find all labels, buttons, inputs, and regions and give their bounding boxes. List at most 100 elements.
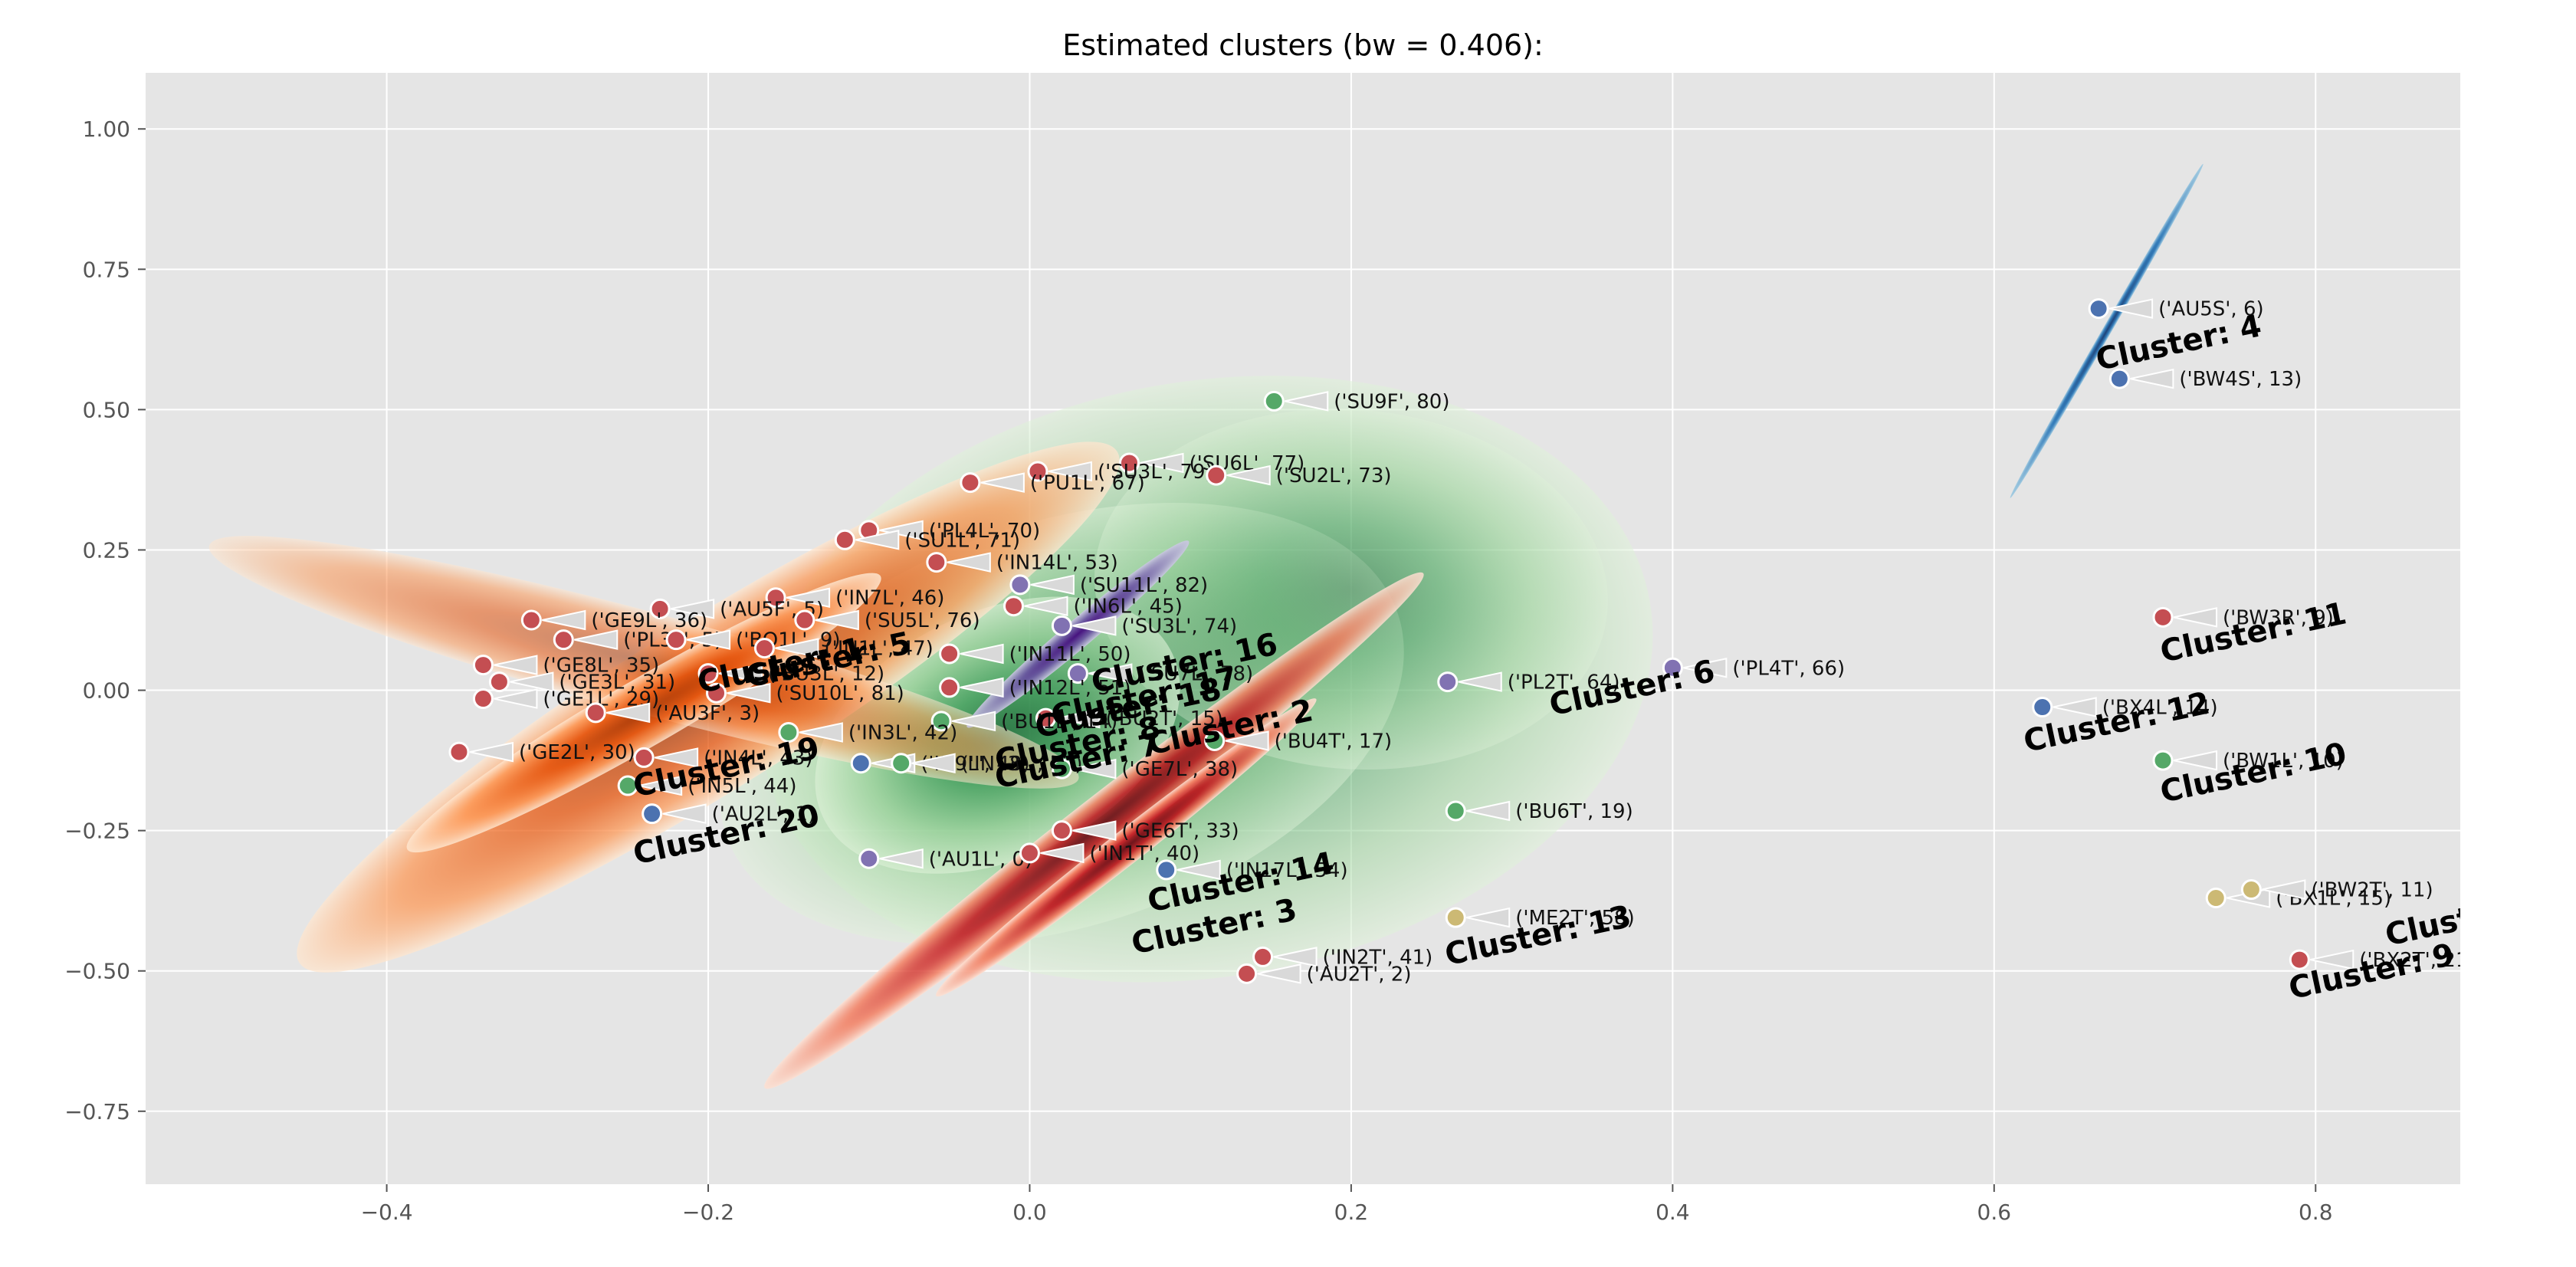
scatter-point xyxy=(2108,368,2130,389)
label-pointer xyxy=(1048,461,1092,482)
point-label: ('BW1L', 10) xyxy=(2223,750,2344,773)
point-label: ('SU3L', 79) xyxy=(1098,461,1213,484)
scatter-point xyxy=(617,775,638,796)
scatter-point xyxy=(1003,596,1024,617)
point-label: ('PL4L', 70) xyxy=(929,520,1040,543)
y-tick-label: −0.25 xyxy=(64,819,130,844)
label-pointer xyxy=(1088,663,1133,684)
label-pointer xyxy=(960,643,1004,665)
label-pointer xyxy=(1226,464,1271,486)
label-pointer xyxy=(2310,949,2354,970)
scatter-point xyxy=(1067,663,1088,684)
point-label: ('GE7L', 38) xyxy=(1121,758,1238,781)
scatter-point xyxy=(488,671,510,693)
chart-title: Estimated clusters (bw = 0.406): xyxy=(1062,28,1544,62)
label-pointer xyxy=(799,722,843,743)
scatter-point xyxy=(2152,750,2174,771)
scatter-point xyxy=(2205,888,2227,909)
y-tick-label: 0.75 xyxy=(83,257,130,282)
scatter-point xyxy=(2032,697,2053,718)
label-pointer xyxy=(980,472,1025,493)
point-label: ('BU3L', 12) xyxy=(768,663,884,686)
label-pointer xyxy=(1072,758,1117,780)
x-tick-label: 0.6 xyxy=(1977,1200,2012,1225)
point-label: ('GE9L', 36) xyxy=(591,609,707,632)
label-pointer xyxy=(775,638,819,658)
scatter-point xyxy=(472,655,494,676)
scatter-point xyxy=(1027,461,1048,482)
label-pointer xyxy=(1683,658,1728,678)
scatter-point xyxy=(553,629,574,651)
label-pointer xyxy=(879,520,924,541)
point-label: ('IN2T', 41) xyxy=(1323,946,1433,969)
label-pointer xyxy=(951,711,996,732)
label-pointer xyxy=(2130,368,2174,389)
point-label: ('IN17L', 54) xyxy=(1226,859,1348,882)
point-label: ('IN1T', 40) xyxy=(1089,842,1199,865)
axes: −0.4 −0.2 0.0 0.2 0.4 0.6 0.8 1.00 0.75 0.50 0.25 0… xyxy=(64,117,2332,1225)
scatter-point xyxy=(585,702,606,724)
label-pointer xyxy=(494,688,538,709)
label-pointer xyxy=(2108,298,2154,319)
point-label: ('AU3F', 3) xyxy=(655,702,760,725)
point-label: ('SU11L', 82) xyxy=(1080,574,1208,597)
y-tick-label: −0.50 xyxy=(64,959,130,984)
scatter-point xyxy=(930,711,952,732)
point-label: ('PL4T', 66) xyxy=(1732,657,1845,680)
scatter-point xyxy=(1204,730,1226,751)
label-pointer xyxy=(1072,820,1117,841)
scatter-point xyxy=(1051,758,1072,780)
scatter-point xyxy=(1445,800,1466,822)
scatter-point xyxy=(1236,963,1258,984)
point-label: ('IN4L', 43) xyxy=(704,747,812,770)
scatter-point xyxy=(850,753,871,774)
label-pointer xyxy=(2262,879,2306,900)
x-tick-label: 0.4 xyxy=(1656,1200,1690,1225)
scatter-point xyxy=(926,552,947,573)
scatter-point xyxy=(1051,820,1072,842)
label-pointer xyxy=(2053,697,2097,717)
point-label: ('AU5S', 6) xyxy=(2158,298,2264,321)
scatter-point xyxy=(939,643,960,665)
scatter-point xyxy=(1035,707,1056,729)
label-pointer xyxy=(1072,615,1117,636)
scatter-point xyxy=(448,741,470,763)
scatter-point xyxy=(1019,842,1040,864)
data-points: ('SU9F', 80)('SU6L', 77)('SU3L', 79) ('SU… xyxy=(448,298,2476,986)
point-label: ('BU6T', 19) xyxy=(1515,800,1633,823)
point-label: ('AU1L', 0) xyxy=(929,848,1033,871)
purple-density xyxy=(966,540,1190,728)
label-pointer xyxy=(1176,859,1221,881)
label-pointer xyxy=(654,747,699,768)
point-label: ('IN12L', 51) xyxy=(1009,677,1131,700)
label-pointer xyxy=(855,530,900,550)
scatter-point xyxy=(472,688,494,710)
scatter-point xyxy=(778,721,799,743)
point-label: ('BX2T', 21) xyxy=(2359,949,2476,972)
label-pointer xyxy=(815,609,859,631)
point-label: ('IN6L', 45) xyxy=(1074,596,1183,619)
orange-density xyxy=(208,536,1079,789)
point-label: ('BU1L', 14) xyxy=(1001,711,1117,734)
point-label: ('BW4S', 13) xyxy=(2179,368,2302,391)
point-label: ('BW3R', 9) xyxy=(2223,606,2334,629)
x-tick-label: −0.2 xyxy=(682,1200,734,1225)
label-pointer xyxy=(1285,391,1329,412)
scatter-point xyxy=(697,663,719,684)
scatter-point xyxy=(1445,907,1466,928)
scatter-point xyxy=(706,682,727,704)
label-pointer xyxy=(1225,730,1269,751)
point-label: ('IN14L', 53) xyxy=(996,552,1118,575)
label-pointer xyxy=(960,677,1004,698)
label-pointer xyxy=(1140,452,1184,474)
label-pointer xyxy=(2173,607,2218,628)
point-label: ('SU2L', 73) xyxy=(1276,464,1392,487)
y-tick-label: −0.75 xyxy=(64,1099,130,1124)
scatter-point xyxy=(794,609,815,631)
point-label: ('SU3L', 74) xyxy=(1121,615,1237,638)
point-label: ('SU10L', 81) xyxy=(776,682,904,705)
point-label: ('BX4L', 14) xyxy=(2102,697,2218,720)
x-tick-label: 0.2 xyxy=(1334,1200,1369,1225)
scatter-point xyxy=(633,747,655,768)
label-pointer xyxy=(638,775,683,796)
